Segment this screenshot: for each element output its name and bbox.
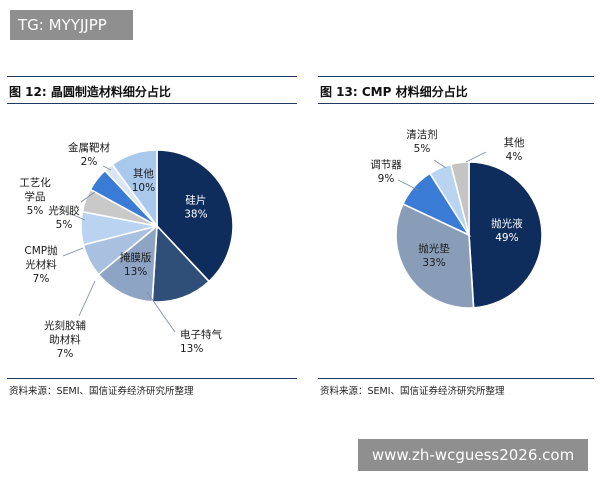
slice-value-4: 4% (506, 151, 523, 163)
leader-line-1 (146, 291, 176, 333)
slice-value-0: 49% (495, 232, 518, 244)
slice-value-5: 5% (27, 205, 44, 217)
slice-name-3-line-0: 光刻胶辅 (44, 319, 86, 332)
leader-line-5 (52, 205, 86, 221)
watermark-top: TG: MYYJJPP (10, 10, 133, 40)
top-rule (318, 76, 594, 77)
slice-value-1: 33% (422, 257, 445, 269)
leader-line-7 (102, 165, 112, 171)
slice-name-1-line-0: 抛光垫 (418, 242, 450, 255)
slice-label-2: 掩膜版 13% (120, 251, 152, 278)
pie-slice-2 (97, 224, 158, 303)
leader-line-3 (433, 159, 447, 169)
title-rule (7, 103, 297, 104)
slice-label-3: 清洁剂 5% (406, 128, 438, 155)
chart-title: 图 13: CMP 材料细分占比 (320, 85, 468, 99)
chart-panel-cmp-materials: 图 13: CMP 材料细分占比 抛光液 49% 抛光垫 33% 调节器 9% 清洁剂 5% 其… (318, 76, 594, 402)
slice-label-6: 光刻胶 5% (48, 204, 80, 231)
slice-value-2: 13% (124, 266, 147, 278)
chart-title: 图 12: 晶圆制造材料细分占比 (9, 85, 171, 99)
pie-slice-0 (468, 161, 543, 309)
slice-label-0: 抛光液 49% (491, 217, 523, 244)
slice-name-0-line-0: 抛光液 (491, 217, 523, 230)
pie-slice-4 (449, 161, 470, 236)
slice-name-2-line-0: 掩膜版 (120, 251, 152, 264)
slice-label-0: 硅片 38% (184, 194, 207, 221)
bottom-rule (318, 378, 594, 379)
slice-label-4: 其他 4% (504, 136, 525, 163)
leader-line-6 (80, 191, 96, 203)
source-note: 资料来源：SEMI、国信证券经济研究所整理 (320, 386, 505, 397)
slice-label-2: 调节器 9% (370, 159, 402, 185)
slice-label-8: 其他 10% (132, 167, 155, 194)
slice-label-7: 金属靶材 2% (68, 141, 110, 168)
slice-name-4-line-1: 光材料 (25, 258, 57, 271)
slice-name-7-line-0: 金属靶材 (68, 141, 110, 154)
slice-value-7: 2% (81, 156, 98, 168)
slice-value-3: 5% (414, 143, 431, 155)
slice-name-3-line-0: 清洁剂 (406, 128, 438, 141)
top-rule (7, 76, 297, 77)
pie-slice-8 (111, 149, 158, 229)
slice-name-3-line-1: 助材料 (49, 333, 81, 346)
pie-slice-1 (395, 202, 475, 309)
slice-label-1: 电子特气 13% (180, 328, 222, 355)
slice-value-2: 9% (378, 173, 395, 185)
slice-value-6: 5% (56, 219, 73, 231)
watermark-bottom: www.zh-wcguess2026.com (358, 439, 588, 471)
chart-panel-wafer-materials: 图 12: 晶圆制造材料细分占比 硅片 38% 电子特气 13% 掩膜版 13% 光刻胶辅助… (7, 76, 297, 402)
source-note: 资料来源：SEMI、国信证券经济研究所整理 (9, 386, 194, 397)
leader-line-4 (465, 151, 487, 163)
title-rule (318, 103, 594, 104)
slice-name-5-line-1: 学品 (25, 190, 46, 203)
slice-name-6-line-0: 光刻胶 (48, 204, 80, 217)
leader-line-2 (397, 179, 419, 191)
slice-name-0-line-0: 硅片 (185, 194, 206, 207)
slice-value-1: 13% (180, 343, 203, 355)
slice-value-3: 7% (57, 348, 74, 360)
pie-slice-0 (156, 149, 234, 283)
slice-label-1: 抛光垫 33% (418, 242, 450, 269)
slice-name-8-line-0: 其他 (133, 167, 154, 180)
leader-line-3 (78, 280, 96, 317)
slice-name-2-line-0: 调节器 (370, 159, 402, 171)
slice-name-1-line-0: 电子特气 (180, 328, 222, 341)
leader-line-4 (62, 247, 84, 257)
slice-value-4: 7% (33, 273, 50, 285)
slice-name-5-line-0: 工艺化 (19, 176, 51, 189)
slice-value-0: 38% (184, 209, 207, 221)
pie-chart-cmp-materials: 抛光液 49% 抛光垫 33% 调节器 9% 清洁剂 5% 其他 4% (370, 128, 543, 309)
slice-name-4-line-0: CMP抛 (24, 244, 58, 257)
slice-value-8: 10% (132, 182, 155, 194)
slice-name-4-line-0: 其他 (504, 136, 525, 149)
bottom-rule (7, 378, 297, 379)
